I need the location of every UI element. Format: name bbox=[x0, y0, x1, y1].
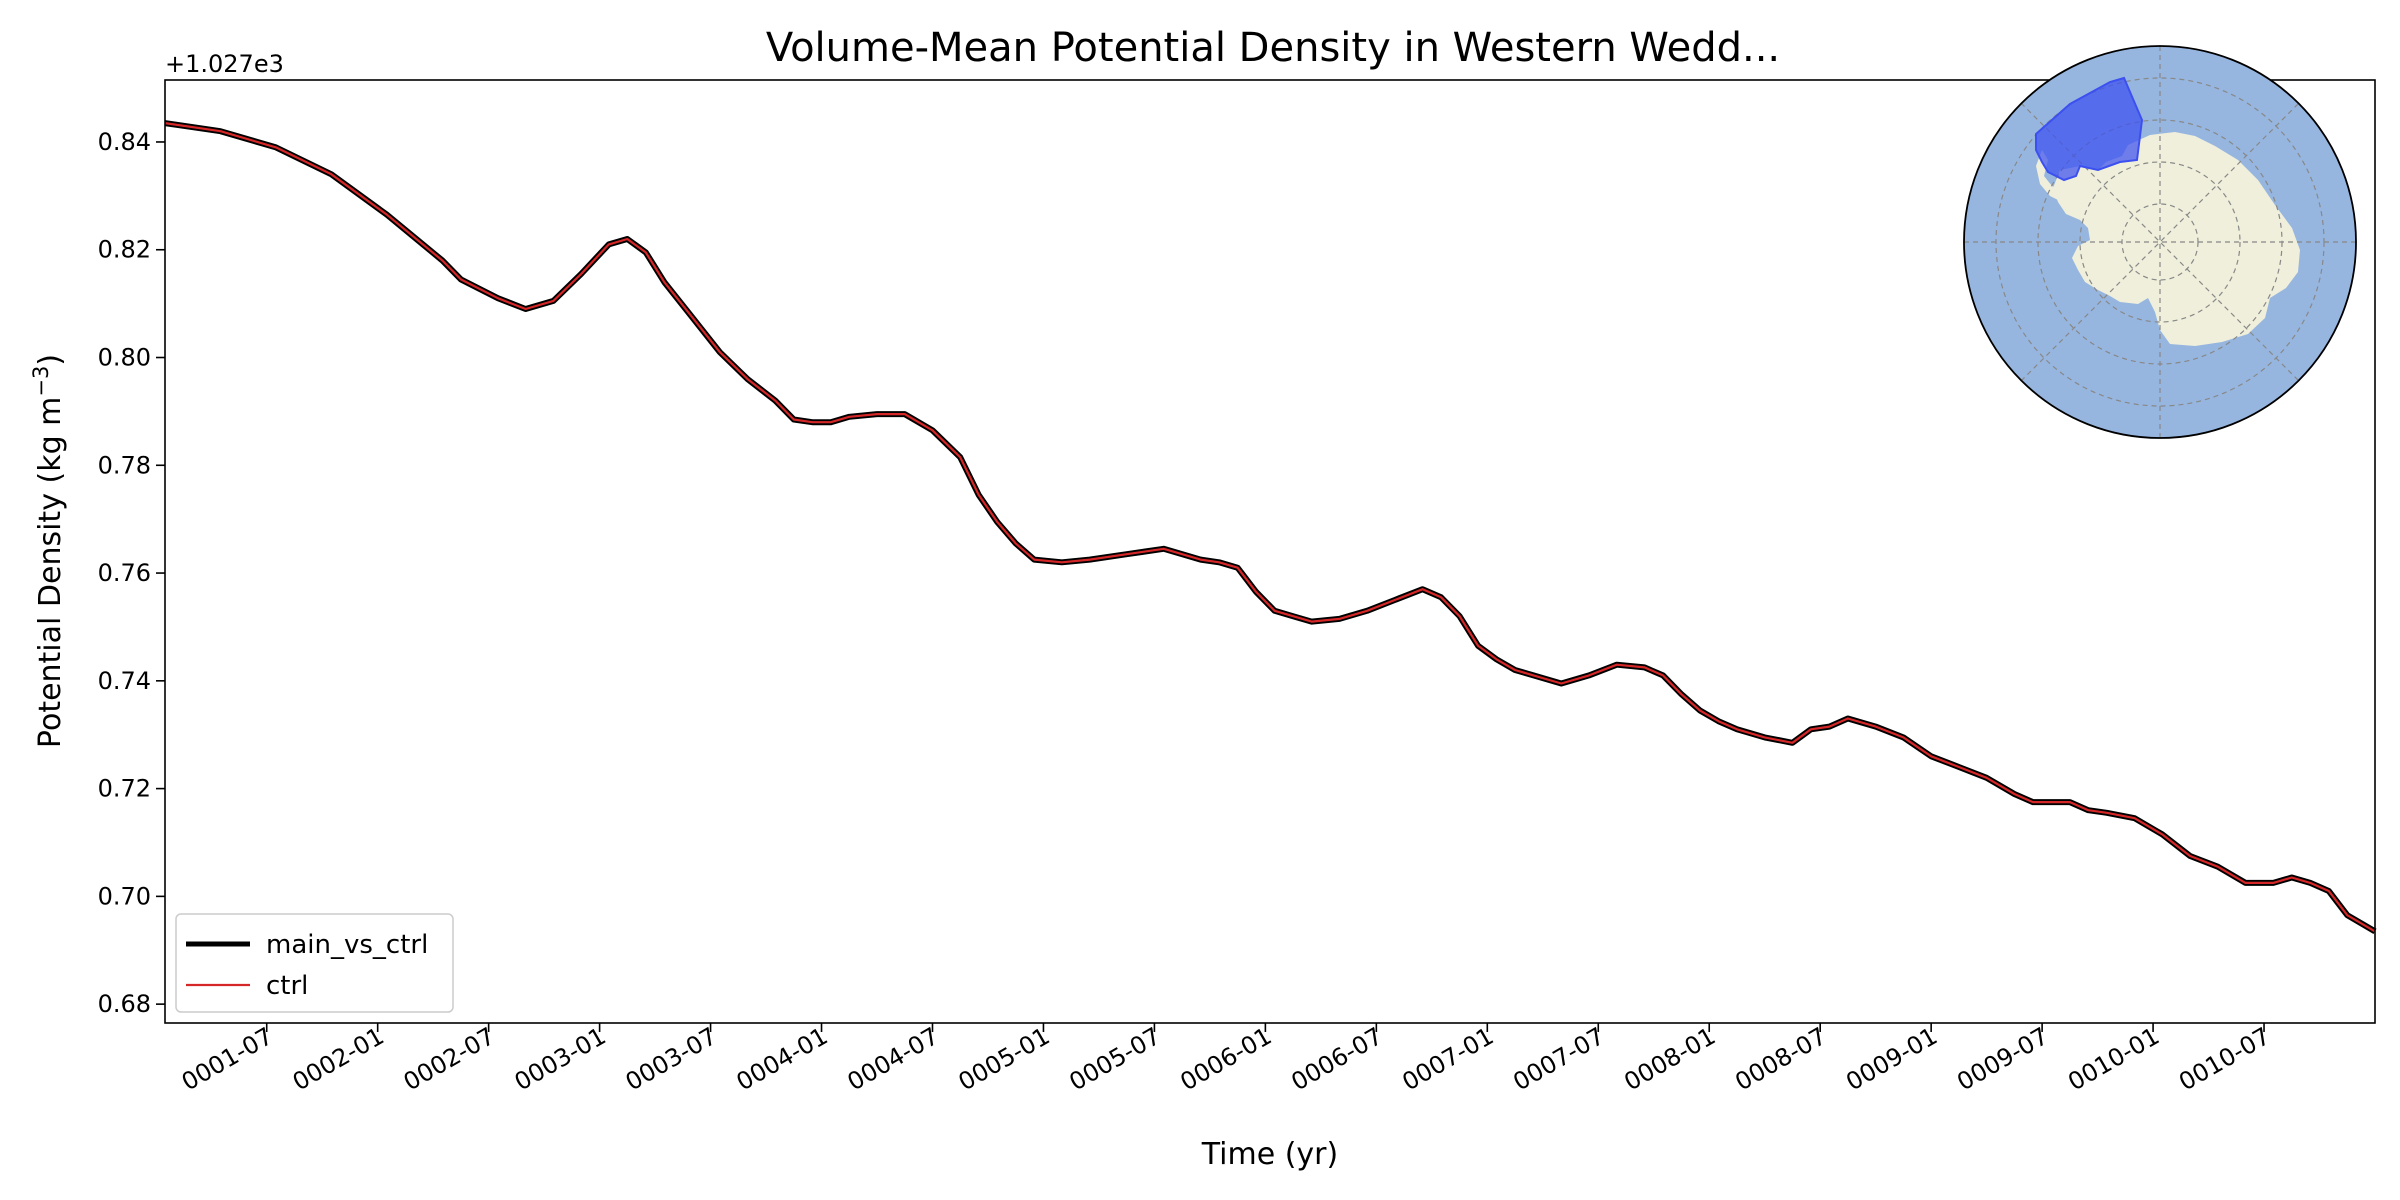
x-tick-label: 0005-07 bbox=[1065, 1022, 1166, 1096]
y-axis-label-exponent: −3 bbox=[29, 366, 53, 397]
inset-map-border bbox=[1963, 45, 2357, 439]
y-tick-label: 0.74 bbox=[98, 667, 151, 695]
x-tick-label: 0004-01 bbox=[732, 1022, 833, 1096]
x-tick-label: 0002-07 bbox=[399, 1022, 500, 1096]
chart-title: Volume-Mean Potential Density in Western… bbox=[766, 25, 1780, 71]
x-tick-label: 0008-01 bbox=[1619, 1022, 1720, 1096]
legend-label-ctrl: ctrl bbox=[266, 971, 308, 1001]
y-tick-label: 0.78 bbox=[98, 451, 151, 479]
x-tick-label: 0004-07 bbox=[843, 1022, 944, 1096]
legend: main_vs_ctrl ctrl bbox=[175, 913, 454, 1013]
y-axis-label-main: Potential Density (kg m bbox=[33, 397, 68, 748]
x-tick-label: 0010-07 bbox=[2174, 1022, 2275, 1096]
y-axis-ticks: 0.68 0.70 0.72 0.74 0.76 0.78 0.80 0.82 0.84 bbox=[98, 128, 165, 1018]
y-tick-label: 0.72 bbox=[98, 775, 151, 803]
axis-offset-label: +1.027e3 bbox=[165, 50, 284, 78]
series-layer bbox=[164, 120, 2377, 934]
y-tick-label: 0.80 bbox=[98, 344, 151, 372]
x-tick-label: 0003-07 bbox=[621, 1022, 722, 1096]
antarctica-land bbox=[2053, 132, 2300, 346]
legend-box bbox=[175, 913, 454, 1013]
x-tick-label: 0001-07 bbox=[177, 1022, 278, 1096]
legend-label-main-vs-ctrl: main_vs_ctrl bbox=[266, 930, 428, 960]
x-tick-label: 0007-01 bbox=[1397, 1022, 1498, 1096]
x-tick-label: 0010-01 bbox=[2063, 1022, 2164, 1096]
x-tick-label: 0005-01 bbox=[954, 1022, 1055, 1096]
x-tick-label: 0003-01 bbox=[510, 1022, 611, 1096]
y-axis-label: Potential Density (kg m−3) bbox=[29, 354, 68, 748]
y-tick-label: 0.82 bbox=[98, 236, 151, 264]
x-tick-label: 0006-07 bbox=[1286, 1022, 1387, 1096]
y-axis-label-close: ) bbox=[33, 354, 68, 366]
y-tick-label: 0.68 bbox=[98, 990, 151, 1018]
y-tick-label: 0.76 bbox=[98, 559, 151, 587]
x-tick-label: 0002-01 bbox=[288, 1022, 389, 1096]
plot-area-frame bbox=[164, 79, 2376, 1024]
y-tick-label: 0.84 bbox=[98, 128, 151, 156]
x-tick-label: 0009-07 bbox=[1952, 1022, 2053, 1096]
x-axis-label: Time (yr) bbox=[1201, 1137, 1338, 1172]
inset-map bbox=[1963, 45, 2357, 439]
y-tick-label: 0.70 bbox=[98, 882, 151, 910]
x-tick-label: 0007-07 bbox=[1508, 1022, 1609, 1096]
x-tick-label: 0006-01 bbox=[1176, 1022, 1277, 1096]
x-tick-label: 0008-07 bbox=[1730, 1022, 1831, 1096]
western-weddell-region bbox=[2035, 76, 2144, 182]
x-tick-label: 0009-01 bbox=[1841, 1022, 1942, 1096]
x-axis-ticks: 0001-07 0002-01 0002-07 0003-01 0003-07 0004-… bbox=[177, 1022, 2275, 1096]
series-line-ctrl bbox=[164, 122, 2376, 933]
